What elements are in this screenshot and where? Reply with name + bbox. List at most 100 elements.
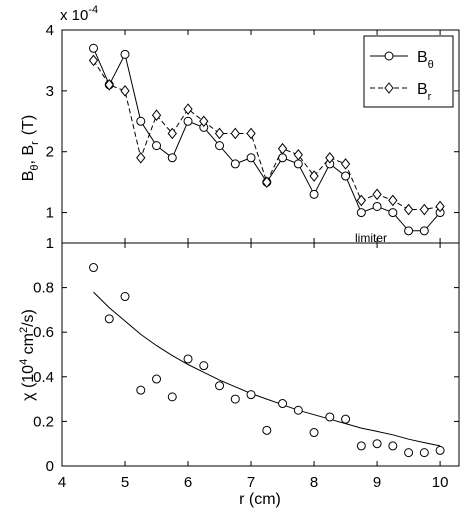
- chi-point-5: [167, 392, 177, 402]
- top-series-line-2: [93, 60, 441, 210]
- top-series-2-point-5: [167, 127, 177, 140]
- top-series-1-point-2: [120, 49, 130, 59]
- chi-point-22: [435, 445, 445, 455]
- chi-point-9: [230, 394, 240, 404]
- top-series-2-point-11: [262, 176, 272, 188]
- bottom-y-tick-label-5: 1: [46, 235, 54, 252]
- top-series-1-point-0: [89, 43, 99, 53]
- x-tick-label-2: 6: [184, 474, 192, 491]
- bottom-y-tick-label-3: 0.6: [33, 324, 54, 341]
- x-axis-label: r (cm): [239, 491, 281, 508]
- chi-point-1: [104, 314, 114, 324]
- x-tick-label-5: 9: [373, 474, 381, 491]
- top-x-ticks: [61, 30, 441, 243]
- top-series-2-point-18: [372, 188, 382, 201]
- top-series-1-point-8: [215, 141, 225, 151]
- top-series-1-point-12: [278, 153, 288, 163]
- top-series-1-point-21: [419, 226, 429, 236]
- top-series-1-point-3: [136, 116, 146, 126]
- bottom-y-tick-label-4: 0.8: [33, 280, 54, 297]
- top-series-group: [88, 43, 445, 236]
- legend-box: [363, 35, 454, 108]
- top-series-2-point-20: [403, 203, 414, 216]
- bottom-y-tick-label-0: 0: [46, 458, 54, 475]
- chi-point-12: [278, 399, 288, 409]
- chi-point-15: [325, 412, 335, 422]
- top-series-1-point-16: [341, 171, 351, 181]
- limiter-annotation: limiter: [355, 231, 387, 245]
- top-y-exponent: x 10-4: [60, 4, 98, 24]
- top-series-2-point-13: [293, 148, 303, 161]
- x-tick-label-1: 5: [121, 474, 129, 491]
- bottom-series-group: [89, 263, 445, 458]
- top-series-2-point-1: [104, 78, 114, 91]
- top-series-2-point-17: [356, 194, 366, 207]
- top-series-1-point-10: [246, 153, 256, 163]
- chi-point-0: [89, 263, 99, 273]
- x-tick-label-3: 7: [247, 474, 255, 491]
- chi-point-2: [120, 292, 130, 302]
- chi-point-17: [356, 441, 366, 451]
- chi-point-6: [183, 354, 193, 364]
- legend-marker-series-2: [384, 82, 394, 94]
- legend-label-series-1: Bθ: [417, 49, 434, 71]
- top-panel-field-amplitude: 1 2 3 4 x 10-4 Bθ, Br(T) limiter Bθ Br: [20, 4, 460, 245]
- top-series-2-point-19: [388, 194, 398, 207]
- chi-point-8: [215, 381, 225, 391]
- top-series-2-point-15: [325, 151, 335, 164]
- top-series-2-point-21: [419, 203, 429, 216]
- chi-point-11: [262, 425, 272, 435]
- top-y-tick-label-1: 2: [46, 144, 54, 161]
- top-series-2-point-7: [199, 115, 209, 128]
- top-y-tick-label-2: 3: [46, 83, 54, 100]
- top-series-2-point-10: [246, 127, 256, 140]
- top-y-axis-label: Bθ, Br(T): [20, 115, 41, 181]
- bottom-panel-diffusivity: 0 0.2 0.4 0.6 0.8 1 4 5 6 7 8 9 10 χ (104 cm2/s) r …: [18, 235, 460, 508]
- top-series-2-point-22: [435, 200, 445, 213]
- bottom-y-ticks: 0 0.2 0.4 0.6 0.8 1: [33, 235, 459, 475]
- legend: Bθ Br: [363, 35, 454, 108]
- bottom-y-tick-label-2: 0.4: [33, 369, 54, 386]
- top-series-2-point-4: [151, 109, 162, 122]
- top-series-1-point-9: [230, 159, 240, 169]
- top-series-2-point-0: [88, 54, 99, 67]
- top-series-1-point-14: [309, 189, 319, 199]
- top-series-1-point-4: [152, 141, 162, 151]
- chi-point-7: [199, 361, 209, 371]
- top-series-1-point-13: [293, 159, 303, 169]
- top-series-1-point-20: [404, 226, 414, 236]
- x-tick-label-0: 4: [58, 474, 66, 491]
- top-series-2-point-8: [214, 127, 225, 140]
- bottom-x-ticks: 4 5 6 7 8 9 10: [58, 243, 449, 491]
- chi-point-20: [404, 448, 414, 458]
- bottom-y-tick-label-1: 0.2: [33, 413, 54, 430]
- top-series-1-point-19: [388, 208, 398, 218]
- bottom-plot-frame: [61, 242, 460, 467]
- top-y-tick-label-0: 1: [46, 205, 54, 222]
- top-series-1-point-18: [372, 201, 382, 211]
- top-series-1-point-6: [183, 116, 193, 126]
- chi-point-3: [136, 385, 146, 395]
- chi-point-19: [388, 441, 398, 451]
- top-series-1-point-17: [356, 208, 366, 218]
- chi-point-13: [293, 405, 303, 415]
- top-series-2-point-2: [120, 85, 130, 97]
- top-series-1-point-5: [167, 153, 177, 163]
- bottom-y-axis-label: χ (104 cm2/s): [18, 309, 37, 401]
- fit-curve: [93, 291, 441, 447]
- top-series-2-point-12: [277, 142, 288, 155]
- legend-label-series-2: Br: [417, 81, 432, 103]
- chi-point-16: [341, 414, 351, 424]
- legend-marker-series-1: [384, 51, 394, 61]
- x-tick-label-6: 10: [432, 474, 449, 491]
- top-series-2-point-3: [136, 151, 146, 164]
- chi-point-18: [372, 439, 382, 449]
- chi-point-10: [246, 390, 256, 400]
- top-series-2-point-16: [340, 158, 351, 170]
- chi-point-21: [419, 448, 429, 458]
- x-tick-label-4: 8: [310, 474, 318, 491]
- top-y-tick-label-3: 4: [46, 22, 54, 39]
- top-series-2-point-6: [183, 103, 193, 115]
- top-series-2-point-9: [230, 127, 240, 140]
